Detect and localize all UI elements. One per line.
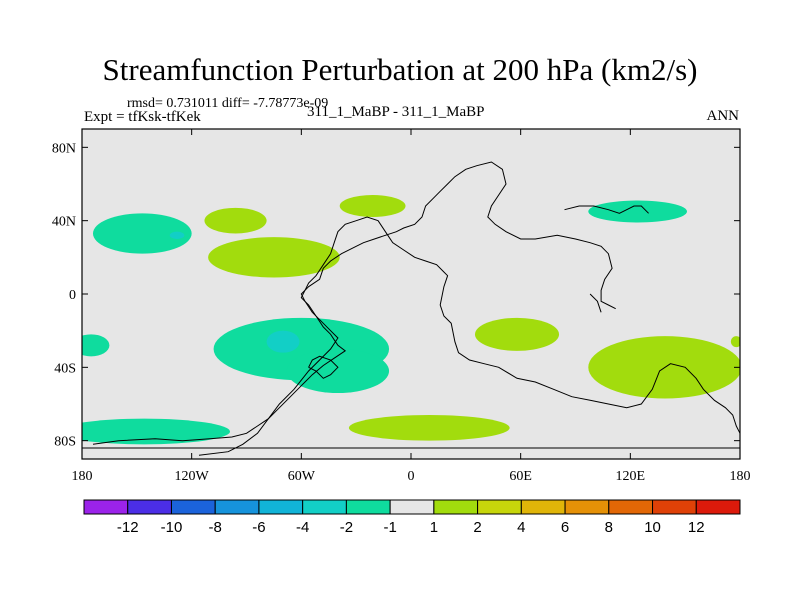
- continent-outline-0: [92, 216, 740, 445]
- x-tick-label-6: 180: [730, 469, 751, 484]
- contour-region-4: [339, 195, 406, 217]
- y-tick-label-1: 40N: [52, 215, 76, 230]
- contour-region-5: [588, 200, 687, 223]
- case-label: 311_1_MaBP - 311_1_MaBP: [307, 104, 485, 120]
- continent-outline-2: [308, 355, 339, 379]
- colorbar-box-10: [520, 499, 566, 515]
- colorbar-box-12: [608, 499, 654, 515]
- colorbar-box-14: [695, 499, 741, 515]
- rmsd-diff-stats: rmsd= 0.731011 diff= -7.78773e-09: [127, 96, 329, 111]
- colorbar-box-11: [564, 499, 610, 515]
- colorbar-label-12: 10: [644, 519, 661, 536]
- contour-region-3: [208, 237, 340, 278]
- colorbar-label-13: 12: [688, 519, 705, 536]
- colorbar-label-5: -2: [340, 519, 353, 536]
- axis-ticks: 180 120W 60W 0 60E 120E 180 80N 40N 0 40S 80S: [52, 129, 751, 484]
- colorbar-label-7: 1: [430, 519, 438, 536]
- contour-region-2: [204, 207, 267, 234]
- colorbar-box-6: [345, 499, 391, 515]
- x-tick-label-1: 120W: [175, 469, 210, 484]
- y-tick-label-4: 80S: [54, 435, 76, 450]
- colorbar-box-5: [302, 499, 347, 515]
- colorbar-label-9: 4: [517, 519, 525, 536]
- x-tick-label-4: 60E: [509, 469, 532, 484]
- contour-region-1: [169, 231, 185, 239]
- contour-region-11: [588, 336, 740, 399]
- y-tick-label-0: 80N: [52, 141, 76, 156]
- continent-outline-3: [564, 205, 649, 214]
- colorbar-box-13: [652, 499, 697, 515]
- colorbar-label-2: -8: [209, 519, 222, 536]
- colorbar-label-6: -1: [383, 519, 396, 536]
- x-tick-label-5: 120E: [616, 469, 646, 484]
- colorbar-box-7: [389, 499, 435, 515]
- colorbar-label-0: -12: [117, 519, 139, 536]
- colorbar: -12 -10 -8 -6 -4 -2 -1 1 2 4 6 8 10 12: [83, 499, 741, 536]
- x-tick-label-2: 60W: [288, 469, 316, 484]
- colorbar-label-3: -6: [252, 519, 265, 536]
- contour-region-13: [82, 418, 231, 445]
- colorbar-label-10: 6: [561, 519, 569, 536]
- chart-title: Streamfunction Perturbation at 200 hPa (…: [102, 52, 698, 87]
- experiment-label: Expt = tfKsk-tfKek: [84, 109, 201, 125]
- colorbar-label-8: 2: [473, 519, 481, 536]
- colorbar-label-4: -4: [296, 519, 309, 536]
- colorbar-box-2: [170, 499, 216, 515]
- continent-outlines: [82, 161, 740, 456]
- y-tick-label-3: 40S: [54, 361, 76, 376]
- contour-region-14: [348, 415, 510, 441]
- contour-fill-regions: [82, 195, 740, 445]
- contour-region-12: [730, 336, 740, 348]
- continent-outline-4: [589, 293, 602, 313]
- x-tick-label-3: 0: [408, 469, 415, 484]
- season-label: ANN: [706, 108, 740, 124]
- contour-region-0: [92, 213, 192, 254]
- contour-region-9: [266, 330, 300, 353]
- colorbar-label-11: 8: [605, 519, 613, 536]
- contour-region-10: [474, 317, 560, 351]
- colorbar-box-9: [477, 499, 522, 515]
- colorbar-label-1: -10: [161, 519, 183, 536]
- colorbar-box-4: [258, 499, 304, 515]
- continent-outline-1: [198, 161, 616, 456]
- colorbar-box-0: [83, 499, 129, 515]
- colorbar-box-8: [433, 499, 479, 515]
- x-tick-label-0: 180: [72, 469, 93, 484]
- colorbar-box-3: [214, 499, 260, 515]
- y-tick-label-2: 0: [69, 288, 76, 303]
- colorbar-box-1: [127, 499, 172, 515]
- contour-region-6: [82, 334, 110, 357]
- map-background: [82, 129, 740, 459]
